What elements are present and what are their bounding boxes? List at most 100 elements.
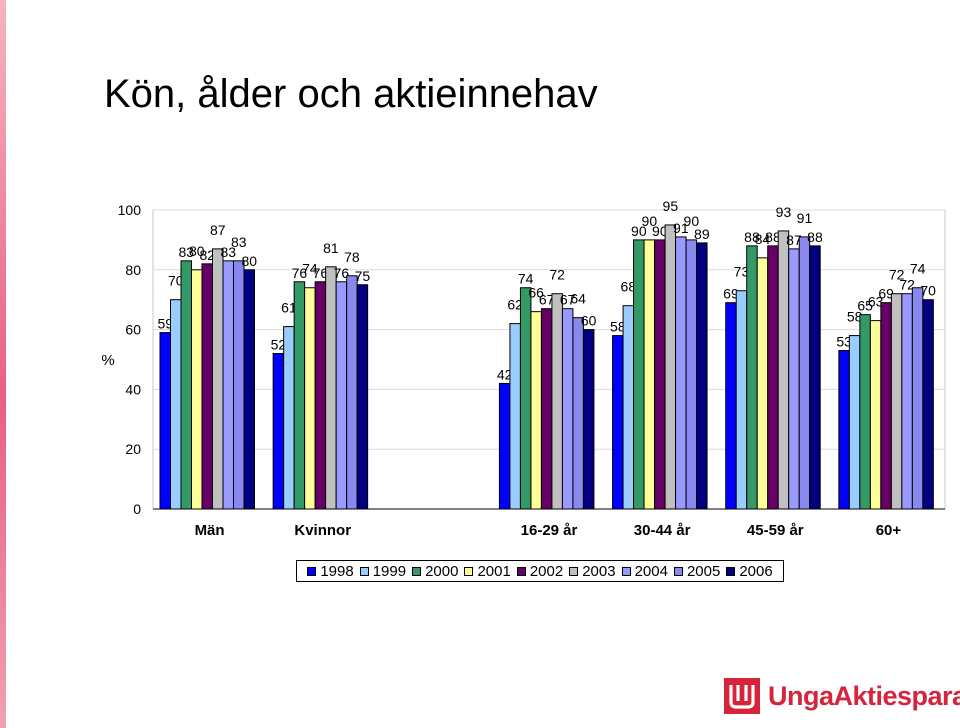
data-label: 83 — [220, 244, 236, 260]
bar — [922, 299, 934, 510]
page-title: Kön, ålder och aktieinnehav — [104, 72, 598, 116]
legend-swatch — [307, 566, 317, 576]
data-label: 76 — [292, 265, 308, 281]
data-label: 81 — [323, 240, 339, 256]
legend-item: 2005 — [673, 562, 721, 580]
data-label: 91 — [673, 220, 689, 236]
legend-swatch — [726, 566, 736, 576]
bar — [561, 308, 574, 510]
data-label: 65 — [857, 298, 873, 314]
bar — [212, 248, 224, 510]
data-label: 90 — [642, 213, 658, 229]
data-label: 90 — [652, 223, 668, 239]
bar — [180, 260, 192, 510]
data-label: 75 — [355, 268, 371, 284]
bar — [293, 281, 306, 510]
bar — [509, 323, 521, 510]
data-label: 91 — [797, 210, 813, 226]
bar — [838, 350, 850, 510]
legend-item: 2002 — [516, 562, 564, 580]
bar — [530, 311, 542, 510]
data-label: 63 — [868, 294, 884, 310]
bar — [777, 230, 790, 510]
legend-label: 2000 — [425, 562, 459, 580]
bar — [612, 335, 624, 510]
data-label: 83 — [178, 244, 194, 260]
data-label: 53 — [836, 334, 852, 350]
x-category-label: 45-59 år — [747, 522, 804, 539]
bar — [798, 236, 811, 510]
legend-label: 2006 — [739, 562, 773, 580]
data-label: 69 — [723, 286, 739, 302]
data-label: 68 — [621, 279, 637, 295]
data-label: 82 — [199, 247, 215, 263]
data-label: 67 — [560, 292, 576, 308]
data-label: 76 — [334, 265, 350, 281]
x-category-label: 16-29 år — [521, 522, 578, 539]
legend-item: 2001 — [464, 562, 511, 580]
data-label: 66 — [528, 285, 544, 301]
bar — [304, 287, 316, 510]
bar — [159, 332, 171, 510]
data-label: 88 — [765, 229, 781, 245]
bar — [356, 284, 369, 510]
data-label: 95 — [663, 198, 679, 214]
bar — [901, 293, 913, 510]
bar — [725, 302, 737, 510]
data-label: 80 — [241, 253, 257, 269]
bar — [746, 245, 758, 510]
bar — [498, 382, 511, 510]
y-tick-label: 80 — [125, 262, 141, 278]
legend-swatch — [359, 566, 369, 576]
data-label: 73 — [734, 264, 750, 280]
legend-label: 2001 — [477, 562, 511, 580]
data-label: 89 — [694, 226, 710, 242]
bar — [325, 266, 337, 510]
data-label: 74 — [302, 261, 318, 277]
bar — [519, 287, 532, 510]
bar — [869, 320, 882, 510]
data-label: 60 — [581, 313, 597, 329]
bar — [880, 302, 892, 510]
legend-item: 2006 — [726, 562, 773, 580]
bar — [222, 260, 234, 510]
data-label: 90 — [684, 213, 700, 229]
bar — [540, 308, 553, 510]
logo-mark-icon — [724, 678, 760, 714]
data-label: 58 — [847, 309, 863, 325]
bar — [756, 257, 769, 510]
legend-label: 1999 — [372, 562, 407, 580]
y-tick-label: 0 — [133, 501, 141, 517]
data-label: 67 — [539, 292, 555, 308]
data-label: 93 — [776, 204, 792, 220]
bar — [622, 305, 635, 510]
x-category-label: 30-44 år — [634, 522, 691, 539]
bar — [848, 335, 861, 510]
legend-swatch — [516, 566, 526, 576]
bar — [272, 353, 285, 510]
data-label: 87 — [786, 232, 802, 248]
bar — [335, 281, 348, 510]
legend-label: 2004 — [634, 562, 668, 580]
bar — [890, 293, 903, 510]
bar — [911, 287, 924, 510]
bar — [767, 245, 779, 510]
data-label: 59 — [157, 316, 173, 332]
bar — [675, 236, 687, 510]
y-tick-label: 20 — [125, 441, 141, 457]
legend-label: 2002 — [529, 562, 564, 580]
bar — [735, 290, 748, 510]
data-label: 61 — [281, 300, 297, 316]
data-label: 80 — [189, 243, 205, 259]
data-label: 72 — [549, 267, 565, 283]
data-label: 78 — [344, 249, 360, 265]
legend-label: 2005 — [686, 562, 721, 580]
bar — [243, 269, 255, 510]
legend-swatch — [621, 566, 631, 576]
bar — [654, 239, 666, 510]
bar — [685, 239, 698, 510]
bar — [233, 260, 245, 510]
bar — [551, 293, 563, 510]
bar — [582, 329, 595, 510]
bar — [643, 239, 656, 510]
